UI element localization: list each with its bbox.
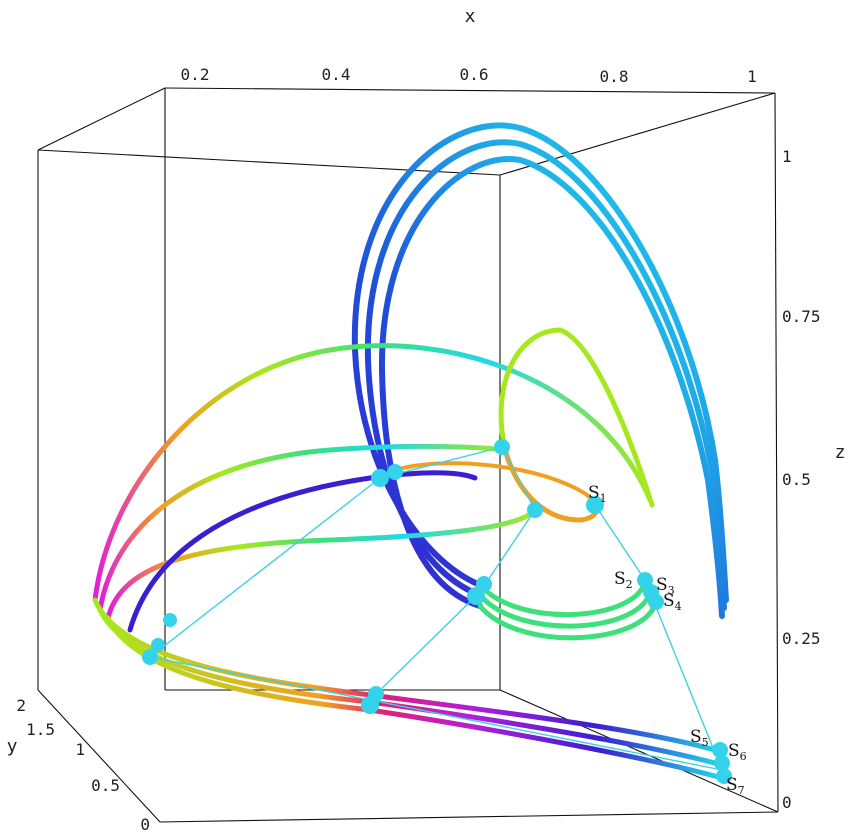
series-line: [127, 470, 478, 633]
x-axis-label: x: [465, 6, 476, 27]
z-tick: 1: [782, 147, 792, 166]
marker: [714, 755, 730, 771]
y-axis-label: y: [7, 736, 18, 757]
marker: [712, 742, 728, 758]
z-axis-ticks: 0 0.25 0.5 0.75 1: [782, 147, 821, 812]
y-tick: 2: [16, 696, 26, 715]
series-line: [97, 443, 508, 613]
series-line: [502, 447, 600, 523]
marker: [476, 576, 492, 592]
point-label-s7: S7: [726, 775, 745, 797]
x-tick: 0.8: [600, 67, 629, 86]
y-tick: 0: [140, 815, 150, 834]
point-label-s4: S4: [663, 591, 682, 613]
point-label-s2: S2: [614, 569, 633, 591]
series-line: [364, 139, 727, 611]
point-label-s6: S6: [728, 741, 747, 763]
z-tick: 0.25: [782, 629, 821, 648]
point-label-s5: S5: [690, 727, 709, 749]
x-axis-ticks: 0.2 0.4 0.6 0.8 1: [181, 65, 757, 86]
series-line: [97, 607, 725, 768]
marker: [387, 464, 403, 480]
y-tick: 1: [75, 740, 85, 759]
z-tick: 0.75: [782, 307, 821, 326]
marker: [151, 638, 165, 652]
marker: [163, 613, 177, 627]
curves: [92, 122, 729, 781]
series-line: [92, 343, 653, 603]
x-tick: 0.6: [460, 65, 489, 84]
series-line: [477, 597, 659, 641]
marker: [586, 496, 604, 514]
series-line: [498, 327, 655, 508]
z-axis-label: z: [835, 442, 846, 463]
marker: [368, 686, 384, 702]
marker: [527, 502, 543, 518]
markers: [142, 439, 732, 784]
marker: [142, 649, 158, 665]
y-tick: 1.5: [26, 720, 55, 739]
point-label-s1: S1: [588, 483, 607, 505]
plot-box: [37, 87, 779, 823]
marker: [648, 594, 664, 610]
marker: [716, 768, 732, 784]
marker: [467, 587, 485, 605]
point-labels: S1 S2 S3 S4 S5 S6 S7: [588, 483, 747, 797]
marker: [494, 439, 510, 455]
series-line: [351, 122, 729, 603]
marker: [637, 572, 653, 588]
series-line: [477, 587, 653, 629]
x-tick: 0.2: [181, 65, 210, 84]
x-tick: 1: [747, 67, 757, 86]
series-line: [105, 507, 538, 621]
y-axis-ticks: 0 0.5 1 1.5 2: [16, 696, 150, 834]
x-tick: 0.4: [322, 65, 351, 84]
series-line: [105, 615, 725, 781]
z-tick: 0: [782, 793, 792, 812]
marker: [371, 469, 389, 487]
series-line: [477, 577, 648, 618]
y-tick: 0.5: [91, 776, 120, 795]
point-label-s3: S3: [656, 575, 675, 597]
connector-lines: [149, 446, 723, 771]
series-line: [393, 461, 597, 507]
z-tick: 0.5: [782, 470, 811, 489]
